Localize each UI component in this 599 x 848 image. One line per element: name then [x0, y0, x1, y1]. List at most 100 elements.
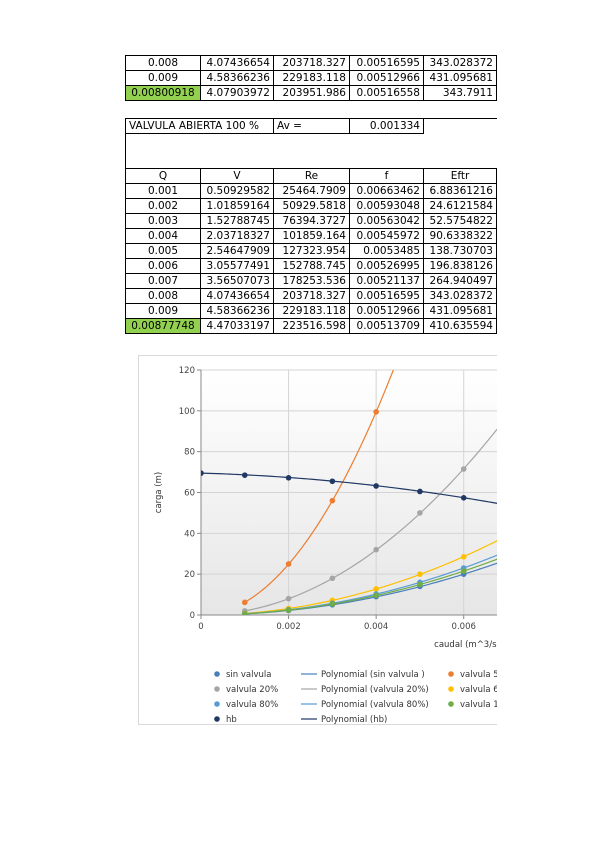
results-table-top: 0.008 4.07436654 203718.327 0.00516595 343.0…: [125, 55, 497, 101]
legend-label: Polynomial (hb): [321, 715, 387, 724]
data-point: [285, 607, 292, 613]
cell-v: 1.52788745: [200, 213, 274, 229]
legend-marker: [448, 671, 454, 677]
cell-q: 0.008: [125, 55, 201, 71]
cell-v: 4.58366236: [200, 70, 274, 86]
legend-marker: [448, 701, 454, 707]
cell-eftr: 264.940497: [423, 273, 497, 289]
data-point: [373, 409, 379, 415]
data-point: [417, 488, 423, 495]
cell-eftr: 431.095681: [423, 303, 497, 319]
data-point: [329, 575, 336, 582]
cell-q: 0.007: [125, 273, 201, 289]
data-point: [201, 470, 204, 476]
cell-eftr: 24.6121584: [423, 198, 497, 214]
x-tick-label: 0.006: [452, 622, 476, 632]
cell-v: 1.01859164: [200, 198, 274, 214]
cell-f: 0.00512966: [349, 303, 424, 319]
cell-v: 4.07903972: [200, 85, 274, 101]
y-tick-label: 120: [179, 366, 195, 376]
cell-v: 2.54647909: [200, 243, 274, 259]
table-row: 0.008 4.07436654 203718.327 0.00516595 343.0…: [125, 288, 497, 304]
av-label: Av =: [273, 118, 350, 134]
spacer-cell: [125, 133, 497, 169]
y-tick-label: 100: [179, 407, 195, 417]
y-tick-label: 0: [190, 611, 195, 621]
table-row: 0.00800918 4.07903972 203951.986 0.00516558…: [125, 85, 497, 101]
y-axis-title: carga (m): [154, 472, 164, 513]
cell-v: 4.47033197: [200, 318, 274, 334]
header-f: f: [349, 168, 424, 184]
legend-marker: [214, 686, 220, 692]
legend-label: valvula 80%: [226, 700, 278, 710]
cell-re: 178253.536: [273, 273, 350, 289]
cell-f: 0.00516558: [349, 85, 424, 101]
cell-eftr: 343.7911: [423, 85, 497, 101]
table-row: 0.004 2.03718327 101859.164 0.00545972 90.63…: [125, 228, 497, 244]
data-point: [417, 581, 423, 588]
valve-title-row: VALVULA ABIERTA 100 % Av = 0.001334: [125, 118, 497, 134]
cell-re: 152788.745: [273, 258, 350, 274]
table-row: 0.009 4.58366236 229183.118 0.00512966 431.0…: [125, 303, 497, 319]
cell-q: 0.009: [125, 70, 201, 86]
y-tick-label: 40: [184, 529, 195, 539]
cell-f: 0.00516595: [349, 288, 424, 304]
legend-marker: [448, 686, 454, 692]
x-axis-title: caudal (m^3/s): [434, 640, 497, 650]
cell-v: 3.56507073: [200, 273, 274, 289]
cell-eftr: 343.028372: [423, 55, 497, 71]
cell-eftr: 6.88361216: [423, 183, 497, 199]
cell-re: 203951.986: [273, 85, 350, 101]
table-row: 0.006 3.05577491 152788.745 0.00526995 196.8…: [125, 258, 497, 274]
cell-eftr: 431.095681: [423, 70, 497, 86]
table-row: 0.005 2.54647909 127323.954 0.0053485 138.73…: [125, 243, 497, 259]
chart-container: 0 20 40 60 80 100 120 0 0.002 0.004 0.006 carga (m)…: [138, 355, 497, 725]
cell-q: 0.005: [125, 243, 201, 259]
table-row: 0.009 4.58366236 229183.118 0.00512966 431.0…: [125, 70, 497, 86]
cell-f: 0.00512966: [349, 70, 424, 86]
legend-marker: [214, 716, 220, 722]
data-point: [373, 483, 379, 489]
cell-re: 25464.7909: [273, 183, 350, 199]
empty-cell: [423, 118, 497, 134]
y-tick-label: 60: [184, 489, 195, 499]
data-point: [460, 568, 467, 574]
legend-label: valvula 20%: [226, 685, 278, 695]
legend-label: Polynomial (sin valvula ): [321, 670, 425, 680]
cell-re: 203718.327: [273, 55, 350, 71]
cell-f: 0.00516595: [349, 55, 424, 71]
trendline: [244, 540, 497, 614]
data-point: [460, 554, 467, 560]
cell-re: 229183.118: [273, 303, 350, 319]
cell-v: 0.50929582: [200, 183, 274, 199]
cell-re: 127323.954: [273, 243, 350, 259]
header-eftr: Eftr: [423, 168, 497, 184]
cell-q: 0.00877748: [125, 318, 201, 334]
cell-re: 203718.327: [273, 288, 350, 304]
data-point: [460, 495, 467, 501]
data-point: [329, 497, 336, 504]
cell-q: 0.00800918: [125, 85, 201, 101]
header-v: V: [200, 168, 274, 184]
legend-label: Polynomial (valvula 80%): [321, 700, 429, 710]
cell-f: 0.00593048: [349, 198, 424, 214]
table-row: 0.003 1.52788745 76394.3727 0.00563042 52.57…: [125, 213, 497, 229]
data-point: [373, 586, 379, 592]
data-point: [373, 592, 379, 599]
x-tick-label: 0.004: [364, 622, 388, 632]
trendline: [244, 370, 394, 603]
spacer-row: [125, 133, 497, 169]
cell-eftr: 52.5754822: [423, 213, 497, 229]
cell-v: 3.05577491: [200, 258, 274, 274]
cell-f: 0.0053485: [349, 243, 424, 259]
data-point: [241, 599, 248, 606]
cell-q: 0.003: [125, 213, 201, 229]
y-tick-label: 80: [184, 448, 195, 458]
cell-eftr: 343.028372: [423, 288, 497, 304]
cell-re: 101859.164: [273, 228, 350, 244]
data-point: [285, 475, 292, 481]
legend-label: hb: [226, 715, 237, 724]
data-point: [241, 472, 248, 478]
data-point: [373, 546, 379, 553]
data-point: [417, 510, 423, 516]
